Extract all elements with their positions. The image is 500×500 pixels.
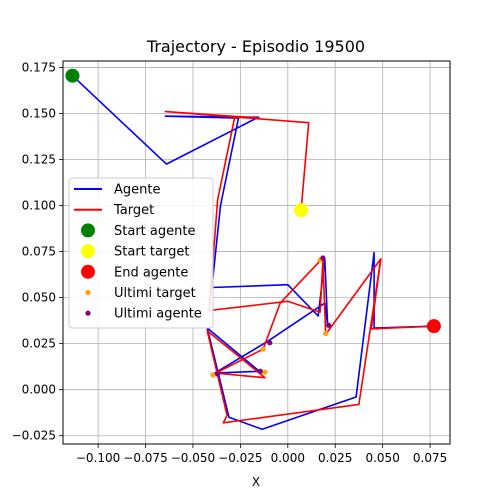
x-tick-label: −0.075 <box>123 451 167 465</box>
y-tick-label: 0.000 <box>22 383 56 397</box>
y-tick-label: 0.150 <box>22 106 56 120</box>
chart-title: Trajectory - Episodio 19500 <box>146 37 365 56</box>
legend-label-ultimi-target: Ultimi target <box>114 286 196 301</box>
y-tick-label: 0.075 <box>22 245 56 259</box>
marker-end-agente <box>426 319 441 334</box>
y-tick-label: 0.125 <box>22 153 56 167</box>
x-tick-label: −0.025 <box>218 451 262 465</box>
legend-swatch-ultimi-agente <box>85 310 91 316</box>
legend-label-start-agente: Start agente <box>114 224 195 239</box>
x-tick-label: 0.075 <box>413 451 447 465</box>
legend-label-target: Target <box>113 203 154 218</box>
legend-label-end-agente: End agente <box>114 265 188 280</box>
legend-label-agente: Agente <box>114 183 160 198</box>
legend-label-start-target: Start target <box>114 245 189 260</box>
legend-box <box>68 177 214 329</box>
series-line-agente <box>71 75 434 431</box>
y-tick-label: 0.175 <box>22 60 56 74</box>
point-ultimi-target <box>323 330 329 337</box>
x-tick-label: −0.100 <box>76 451 120 465</box>
y-tick-label: 0.100 <box>22 199 56 213</box>
series-line-target <box>206 258 382 424</box>
point-ultimi-target <box>260 346 266 352</box>
x-tick-label: 0.050 <box>365 451 399 465</box>
grid <box>63 61 450 444</box>
y-tick-label: 0.050 <box>22 291 56 305</box>
x-axis-label: X <box>252 475 260 489</box>
legend-swatch-start-agente <box>81 223 95 238</box>
x-tick-label: −0.050 <box>171 451 215 465</box>
marker-start-agente <box>65 68 80 83</box>
point-ultimi-agente <box>257 368 263 374</box>
legend-swatch-end-agente <box>81 264 95 279</box>
legend: Agente Target Start agente Start target End … <box>68 177 214 329</box>
plot-series <box>65 68 441 431</box>
plot-frame <box>62 60 451 445</box>
point-ultimi-target <box>210 372 216 378</box>
legend-label-ultimi-agente: Ultimi agente <box>114 307 202 322</box>
legend-swatch-ultimi-target <box>85 289 91 296</box>
point-ultimi-agente <box>320 255 326 261</box>
point-ultimi-agente <box>215 371 221 377</box>
series-line-target <box>164 110 434 336</box>
x-tick-label: 0.000 <box>271 451 305 465</box>
point-ultimi-agente <box>325 322 332 328</box>
y-tick-label: −0.025 <box>12 429 56 443</box>
y-tick-label: 0.025 <box>22 337 56 351</box>
axis-ticks: −0.100 −0.075 −0.050 −0.025 0.000 0.025 0.050 0… <box>12 60 448 465</box>
legend-swatch-start-target <box>81 244 95 259</box>
x-tick-label: 0.025 <box>318 451 352 465</box>
marker-start-target <box>294 203 309 218</box>
point-ultimi-target <box>262 369 268 375</box>
point-ultimi-agente <box>267 340 273 346</box>
